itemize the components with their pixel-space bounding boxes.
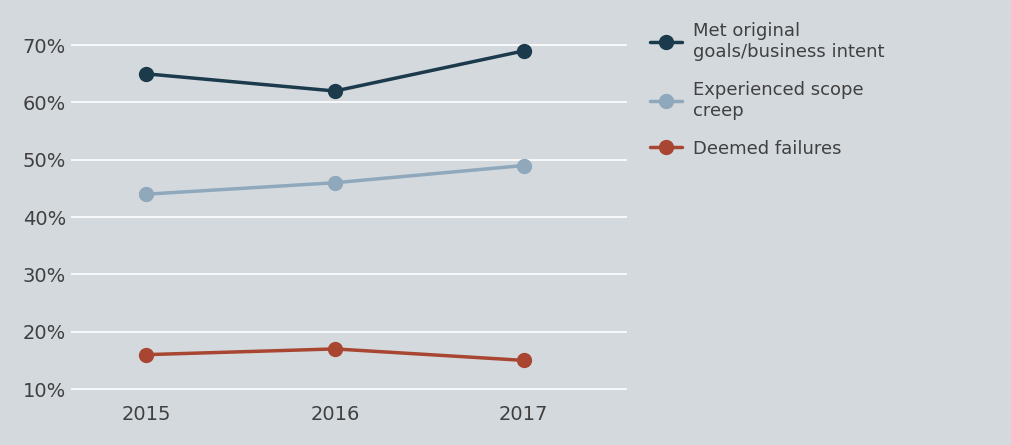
Line: Deemed failures: Deemed failures [140, 342, 530, 367]
Experienced scope
creep [517, 163, 529, 168]
Experienced scope
creep [141, 191, 153, 197]
Line: Met original
goals/business intent: Met original goals/business intent [140, 44, 530, 98]
Line: Experienced scope
creep: Experienced scope creep [140, 158, 530, 201]
Deemed failures [329, 346, 341, 352]
Met original
goals/business intent [517, 48, 529, 53]
Experienced scope
creep [329, 180, 341, 186]
Legend: Met original
goals/business intent, Experienced scope
creep, Deemed failures: Met original goals/business intent, Expe… [649, 22, 884, 158]
Met original
goals/business intent [329, 89, 341, 94]
Met original
goals/business intent [141, 71, 153, 77]
Deemed failures [517, 358, 529, 363]
Deemed failures [141, 352, 153, 357]
